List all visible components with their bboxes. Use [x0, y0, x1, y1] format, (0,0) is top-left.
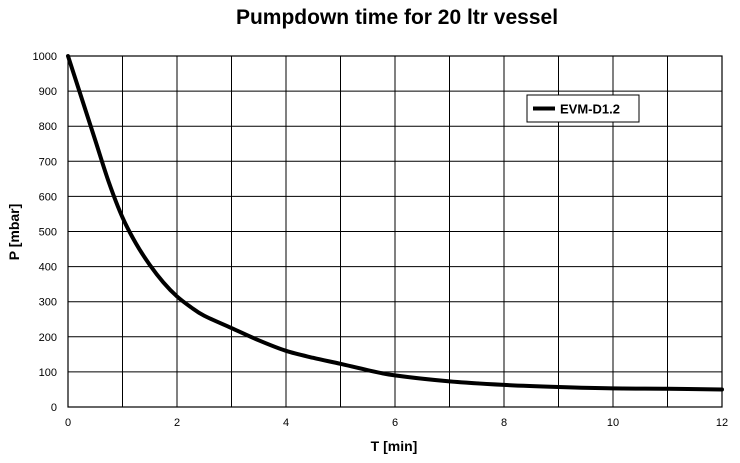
series-layer — [66, 54, 724, 392]
grid — [67, 55, 723, 408]
series-line — [66, 54, 724, 392]
chart-title: Pumpdown time for 20 ltr vessel — [236, 6, 558, 29]
x-tick-label: 12 — [716, 417, 728, 429]
y-tick-label: 0 — [51, 402, 57, 414]
y-tick-label: 800 — [39, 121, 57, 133]
y-tick-label: 600 — [39, 191, 57, 203]
y-tick-label: 700 — [39, 156, 57, 168]
y-tick-label: 900 — [39, 86, 57, 98]
y-tick-label: 100 — [39, 367, 57, 379]
x-axis-label: T [min] — [371, 438, 418, 454]
tick-labels: 0 2 4 6 8 10 12 0 100 200 300 400 500 600 700 800 900 100… — [33, 51, 729, 429]
y-tick-label: 300 — [39, 297, 57, 309]
x-tick-label: 8 — [501, 417, 507, 429]
legend-label: EVM-D1.2 — [560, 102, 620, 117]
legend: EVM-D1.2 — [526, 94, 640, 123]
x-tick-label: 6 — [392, 417, 398, 429]
x-tick-label: 2 — [174, 417, 180, 429]
x-tick-label: 0 — [65, 417, 71, 429]
x-tick-label: 10 — [607, 417, 619, 429]
y-tick-label: 400 — [39, 262, 57, 274]
y-axis-label: P [mbar] — [6, 204, 22, 261]
y-tick-label: 1000 — [33, 51, 57, 63]
legend-box — [526, 94, 640, 123]
x-tick-label: 4 — [283, 417, 289, 429]
plot-frame — [67, 55, 723, 408]
y-tick-label: 500 — [39, 227, 57, 239]
y-tick-label: 200 — [39, 332, 57, 344]
